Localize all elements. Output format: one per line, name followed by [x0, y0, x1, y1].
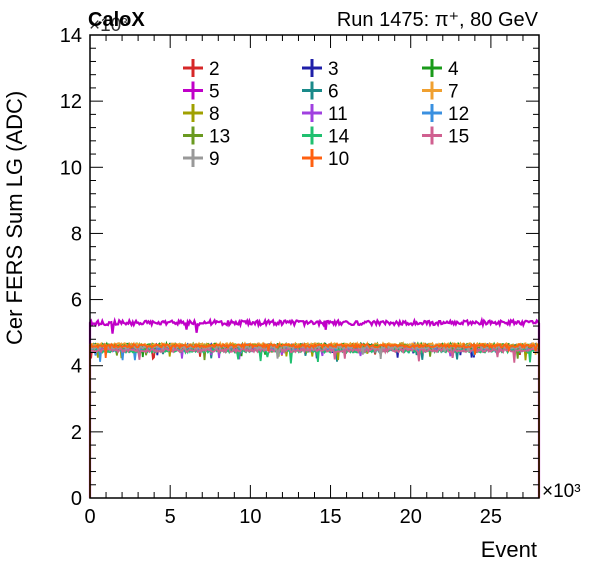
legend-entry-10: 10 — [302, 149, 349, 170]
legend-entry-5: 5 — [183, 81, 220, 103]
x-multiplier-label: ×10³ — [542, 481, 581, 502]
legend-entry-7: 7 — [422, 81, 459, 103]
series-line-14 — [89, 346, 540, 498]
legend-entry-11: 11 — [302, 104, 348, 125]
legend-label: 9 — [209, 149, 220, 170]
series-line-3 — [89, 341, 540, 498]
legend-label: 10 — [328, 149, 349, 170]
series-layer — [88, 316, 541, 498]
legend-entry-6: 6 — [302, 81, 339, 103]
x-tick-label: 10 — [239, 506, 261, 528]
legend-label: 5 — [209, 82, 220, 103]
x-tick-label: 5 — [165, 506, 176, 528]
y-axis-label: Cer FERS Sum LG (ADC) — [2, 91, 27, 345]
x-tick-label: 0 — [84, 506, 95, 528]
legend-label: 2 — [209, 59, 220, 80]
legend-entry-9: 9 — [183, 149, 220, 170]
x-tick-label: 15 — [319, 506, 341, 528]
legend-entry-14: 14 — [302, 126, 350, 148]
legend-label: 7 — [448, 82, 459, 103]
legend-entry-13: 13 — [183, 126, 230, 148]
legend-label: 6 — [328, 82, 339, 103]
series-line-7 — [89, 340, 540, 498]
y-tick-label: 4 — [71, 356, 82, 378]
legend-label: 4 — [448, 59, 459, 80]
series-line-11 — [89, 343, 540, 498]
y-tick-label: 2 — [71, 422, 82, 444]
series-line-8 — [89, 342, 540, 498]
series-line-4 — [89, 340, 540, 498]
header-left-label: CaloX — [88, 9, 145, 31]
y-tick-label: 10 — [60, 157, 82, 179]
legend-entry-3: 3 — [302, 59, 339, 80]
legend-label: 8 — [209, 104, 220, 125]
legend-label: 11 — [328, 104, 348, 125]
series-line-6 — [89, 345, 540, 498]
legend-label: 15 — [448, 127, 469, 148]
legend-label: 14 — [328, 127, 350, 148]
series-line-2 — [89, 343, 540, 498]
series-line-10 — [89, 342, 540, 498]
legend-label: 3 — [328, 59, 339, 80]
x-tick-label: 20 — [400, 506, 422, 528]
x-axis-label: Event — [481, 537, 537, 562]
series-line-9 — [89, 343, 540, 498]
y-tick-label: 8 — [71, 223, 82, 245]
y-tick-label: 0 — [71, 488, 82, 510]
y-tick-label: 14 — [60, 25, 82, 47]
plot-frame — [89, 34, 540, 499]
header-right-label: Run 1475: π⁺, 80 GeV — [337, 9, 539, 31]
legend-entry-15: 15 — [422, 126, 469, 148]
y-tick-label: 6 — [71, 290, 82, 312]
legend-entry-8: 8 — [183, 104, 220, 125]
series-line-5 — [88, 316, 541, 498]
legend-label: 12 — [448, 104, 469, 125]
series-line-12 — [89, 345, 540, 498]
legend-entry-4: 4 — [422, 59, 459, 80]
legend-label: 13 — [209, 127, 230, 148]
y-tick-label: 12 — [60, 91, 82, 113]
x-tick-label: 25 — [480, 506, 502, 528]
legend-entry-2: 2 — [183, 59, 220, 80]
series-line-15 — [89, 345, 540, 498]
legend-entry-12: 12 — [422, 104, 469, 125]
legend: 2 3 4 5 6 7 8 11 12 13 14 15 9 10 — [183, 59, 469, 170]
y-multiplier-label: ×10³ — [89, 15, 128, 36]
series-line-13 — [89, 342, 540, 498]
